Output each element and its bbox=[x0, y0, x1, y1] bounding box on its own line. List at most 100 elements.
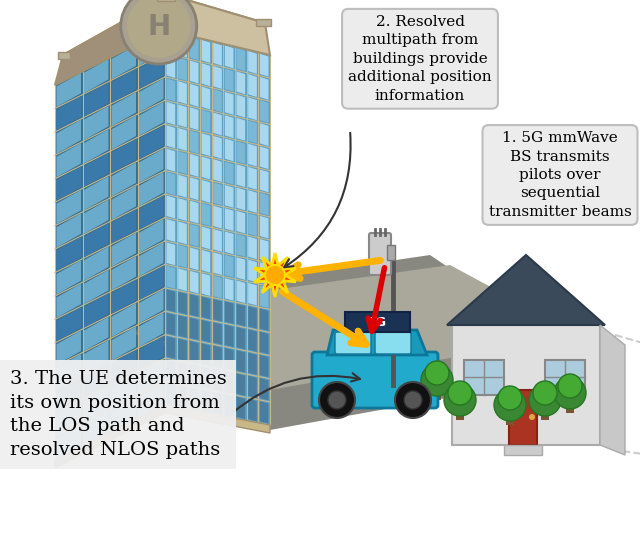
Bar bbox=[541, 400, 549, 420]
Polygon shape bbox=[213, 322, 222, 345]
Polygon shape bbox=[190, 107, 198, 130]
Circle shape bbox=[554, 377, 586, 409]
Polygon shape bbox=[190, 224, 198, 247]
Polygon shape bbox=[56, 307, 81, 341]
Bar bbox=[509, 390, 537, 445]
Polygon shape bbox=[166, 172, 175, 195]
Polygon shape bbox=[202, 250, 210, 272]
Polygon shape bbox=[165, 0, 270, 55]
Polygon shape bbox=[139, 196, 163, 230]
Polygon shape bbox=[56, 73, 81, 107]
Polygon shape bbox=[190, 201, 198, 224]
Polygon shape bbox=[260, 100, 269, 123]
Polygon shape bbox=[56, 354, 81, 388]
FancyBboxPatch shape bbox=[312, 352, 438, 408]
Polygon shape bbox=[190, 130, 198, 153]
Polygon shape bbox=[165, 405, 270, 433]
Polygon shape bbox=[213, 43, 222, 66]
Polygon shape bbox=[447, 255, 605, 325]
Polygon shape bbox=[237, 141, 245, 164]
Polygon shape bbox=[166, 78, 175, 101]
Polygon shape bbox=[178, 362, 187, 385]
Polygon shape bbox=[84, 247, 109, 281]
Polygon shape bbox=[84, 410, 109, 445]
Polygon shape bbox=[237, 95, 245, 117]
Bar bbox=[456, 400, 464, 420]
Polygon shape bbox=[178, 35, 187, 58]
Polygon shape bbox=[178, 245, 187, 268]
Bar bbox=[157, 0, 175, 1]
Polygon shape bbox=[237, 397, 245, 419]
Polygon shape bbox=[213, 136, 222, 159]
Polygon shape bbox=[165, 30, 270, 425]
Polygon shape bbox=[225, 115, 234, 138]
Polygon shape bbox=[139, 289, 163, 323]
Polygon shape bbox=[248, 213, 257, 236]
Polygon shape bbox=[213, 159, 222, 182]
Polygon shape bbox=[260, 239, 269, 261]
Polygon shape bbox=[225, 371, 234, 393]
Polygon shape bbox=[190, 271, 198, 294]
Polygon shape bbox=[260, 216, 269, 238]
Polygon shape bbox=[225, 348, 234, 370]
Polygon shape bbox=[237, 211, 245, 233]
Polygon shape bbox=[111, 279, 136, 314]
Polygon shape bbox=[202, 390, 210, 413]
Polygon shape bbox=[202, 320, 210, 342]
Polygon shape bbox=[56, 96, 81, 130]
Polygon shape bbox=[202, 110, 210, 133]
Polygon shape bbox=[56, 284, 81, 318]
Polygon shape bbox=[248, 51, 257, 74]
Polygon shape bbox=[327, 330, 427, 355]
Polygon shape bbox=[55, 405, 165, 468]
Polygon shape bbox=[260, 193, 269, 215]
Polygon shape bbox=[190, 154, 198, 177]
Polygon shape bbox=[56, 330, 81, 365]
Polygon shape bbox=[166, 383, 175, 406]
Polygon shape bbox=[225, 68, 234, 92]
Polygon shape bbox=[56, 378, 81, 412]
Polygon shape bbox=[248, 98, 257, 120]
Bar bbox=[452, 325, 600, 445]
Polygon shape bbox=[225, 45, 234, 68]
Polygon shape bbox=[56, 213, 81, 248]
Polygon shape bbox=[225, 278, 234, 301]
Polygon shape bbox=[178, 198, 187, 221]
Polygon shape bbox=[84, 59, 109, 93]
Polygon shape bbox=[248, 283, 257, 305]
Polygon shape bbox=[225, 324, 234, 347]
Polygon shape bbox=[84, 387, 109, 421]
Bar bbox=[566, 393, 574, 413]
Polygon shape bbox=[111, 186, 136, 220]
Polygon shape bbox=[139, 31, 163, 66]
Polygon shape bbox=[178, 385, 187, 408]
Text: H: H bbox=[147, 13, 170, 41]
Polygon shape bbox=[260, 262, 269, 285]
Circle shape bbox=[444, 384, 476, 416]
Polygon shape bbox=[84, 153, 109, 187]
Polygon shape bbox=[202, 367, 210, 389]
Polygon shape bbox=[84, 176, 109, 210]
Polygon shape bbox=[260, 123, 269, 146]
Polygon shape bbox=[111, 397, 136, 431]
Polygon shape bbox=[111, 303, 136, 337]
Polygon shape bbox=[111, 45, 136, 79]
Polygon shape bbox=[260, 401, 269, 424]
Text: 5G: 5G bbox=[367, 316, 387, 328]
Polygon shape bbox=[166, 196, 175, 219]
Bar bbox=[256, 19, 271, 26]
Polygon shape bbox=[213, 369, 222, 391]
Polygon shape bbox=[225, 162, 234, 185]
Polygon shape bbox=[248, 352, 257, 375]
Polygon shape bbox=[237, 164, 245, 187]
Polygon shape bbox=[130, 265, 580, 390]
Bar bbox=[504, 445, 542, 455]
Polygon shape bbox=[202, 203, 210, 226]
Polygon shape bbox=[237, 281, 245, 303]
Polygon shape bbox=[202, 157, 210, 179]
Polygon shape bbox=[260, 355, 269, 377]
Polygon shape bbox=[190, 37, 198, 60]
Polygon shape bbox=[56, 143, 81, 177]
Polygon shape bbox=[139, 242, 163, 277]
Polygon shape bbox=[202, 40, 210, 63]
